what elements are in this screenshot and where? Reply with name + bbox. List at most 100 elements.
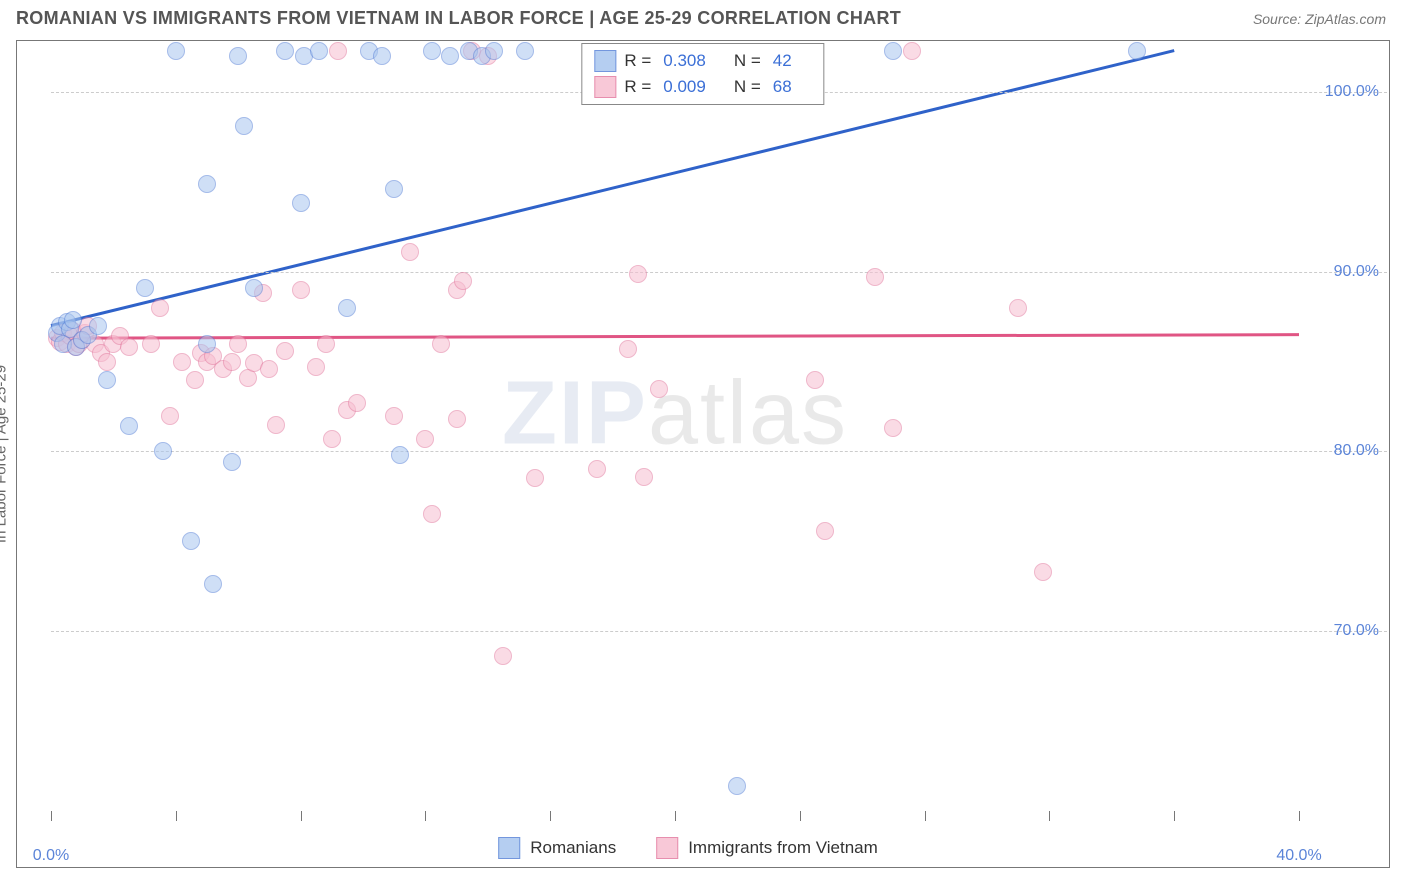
y-tick-label: 100.0% [1309, 83, 1379, 101]
legend-series-label: Romanians [530, 838, 616, 858]
scatter-point [120, 338, 138, 356]
x-tick [51, 811, 52, 821]
x-tick [675, 811, 676, 821]
scatter-point [385, 180, 403, 198]
scatter-point [204, 575, 222, 593]
scatter-point [423, 505, 441, 523]
legend-r-value: 0.009 [663, 77, 706, 97]
scatter-point [348, 394, 366, 412]
scatter-point [903, 42, 921, 60]
scatter-point [635, 468, 653, 486]
scatter-point [454, 272, 472, 290]
scatter-point [1009, 299, 1027, 317]
legend-n-value: 42 [773, 51, 792, 71]
gridline-horizontal [51, 631, 1387, 632]
scatter-point [260, 360, 278, 378]
correlation-legend: R =0.308N =42R =0.009N =68 [581, 43, 824, 105]
chart-header: ROMANIAN VS IMMIGRANTS FROM VIETNAM IN L… [0, 0, 1406, 35]
scatter-point [391, 446, 409, 464]
x-tick [1174, 811, 1175, 821]
scatter-point [329, 42, 347, 60]
x-tick [1299, 811, 1300, 821]
legend-n-value: 68 [773, 77, 792, 97]
scatter-point [229, 335, 247, 353]
scatter-point [98, 371, 116, 389]
legend-r-label: R = [624, 77, 651, 97]
scatter-point [423, 42, 441, 60]
scatter-point [816, 522, 834, 540]
gridline-horizontal [51, 451, 1387, 452]
scatter-point [223, 453, 241, 471]
chart-title: ROMANIAN VS IMMIGRANTS FROM VIETNAM IN L… [16, 8, 901, 29]
scatter-point [292, 194, 310, 212]
series-legend: Romanians Immigrants from Vietnam [498, 837, 908, 859]
plot-area: ZIPatlas 70.0%80.0%90.0%100.0%0.0%40.0% [51, 47, 1299, 811]
scatter-point [198, 175, 216, 193]
x-tick-label: 40.0% [1276, 847, 1321, 865]
scatter-point [317, 335, 335, 353]
scatter-point [154, 442, 172, 460]
scatter-point [373, 47, 391, 65]
scatter-point [588, 460, 606, 478]
x-tick-label: 0.0% [33, 847, 69, 865]
scatter-point [182, 532, 200, 550]
gridline-horizontal [51, 272, 1387, 273]
y-tick-label: 90.0% [1309, 263, 1379, 281]
scatter-point [728, 777, 746, 795]
scatter-point [276, 342, 294, 360]
scatter-point [432, 335, 450, 353]
scatter-point [292, 281, 310, 299]
scatter-point [884, 419, 902, 437]
scatter-point [89, 317, 107, 335]
legend-swatch [656, 837, 678, 859]
scatter-point [245, 279, 263, 297]
scatter-point [401, 243, 419, 261]
x-tick [176, 811, 177, 821]
x-tick [1049, 811, 1050, 821]
legend-r-label: R = [624, 51, 651, 71]
scatter-point [151, 299, 169, 317]
scatter-point [806, 371, 824, 389]
scatter-point [485, 42, 503, 60]
scatter-point [338, 299, 356, 317]
correlation-legend-row: R = 0.009 N = 68 [594, 74, 811, 100]
legend-n-label: N = [734, 77, 761, 97]
y-axis-label: In Labor Force | Age 25-29 [0, 365, 10, 543]
legend-swatch [498, 837, 520, 859]
scatter-point [1034, 563, 1052, 581]
y-tick-label: 80.0% [1309, 442, 1379, 460]
scatter-point [884, 42, 902, 60]
scatter-point [173, 353, 191, 371]
scatter-point [186, 371, 204, 389]
legend-swatch [594, 50, 616, 72]
scatter-point [866, 268, 884, 286]
scatter-point [448, 410, 466, 428]
scatter-point [310, 42, 328, 60]
correlation-legend-row: R =0.308N =42 [594, 48, 811, 74]
scatter-point [416, 430, 434, 448]
scatter-point [223, 353, 241, 371]
scatter-point [136, 279, 154, 297]
legend-swatch [594, 76, 616, 98]
scatter-point [516, 42, 534, 60]
y-tick-label: 70.0% [1309, 622, 1379, 640]
scatter-point [323, 430, 341, 448]
scatter-point [619, 340, 637, 358]
scatter-point [142, 335, 160, 353]
x-tick [925, 811, 926, 821]
chart-container: ZIPatlas 70.0%80.0%90.0%100.0%0.0%40.0% … [16, 40, 1390, 868]
scatter-point [307, 358, 325, 376]
trend-lines-svg [51, 47, 1299, 811]
scatter-point [650, 380, 668, 398]
legend-n-label: N = [734, 51, 761, 71]
x-tick [301, 811, 302, 821]
scatter-point [161, 407, 179, 425]
legend-series-label: Immigrants from Vietnam [688, 838, 878, 858]
scatter-point [98, 353, 116, 371]
scatter-point [235, 117, 253, 135]
x-tick [425, 811, 426, 821]
scatter-point [1128, 42, 1146, 60]
scatter-point [385, 407, 403, 425]
x-tick [550, 811, 551, 821]
scatter-point [229, 47, 247, 65]
